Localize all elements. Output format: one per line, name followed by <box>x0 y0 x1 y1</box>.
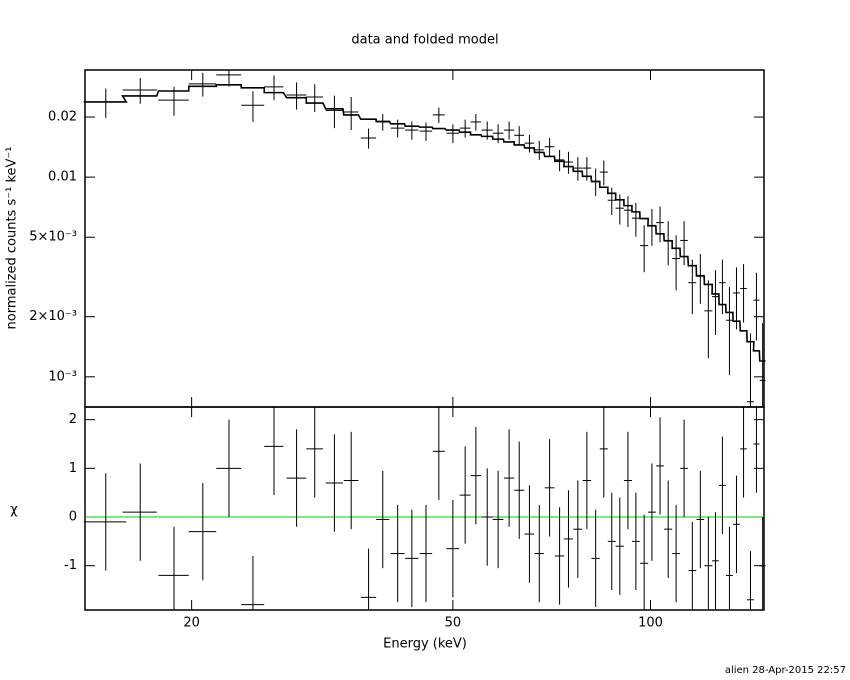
y-tick-label: 0 <box>69 510 77 525</box>
y-tick-label: 5×10⁻³ <box>29 230 77 245</box>
chart-title: data and folded model <box>351 33 498 48</box>
y-tick-label: 0.01 <box>48 170 77 185</box>
footer: alien 28-Apr-2015 22:57 <box>725 665 846 676</box>
y-tick-label: 10⁻³ <box>48 369 77 384</box>
y-tick-label: 2×10⁻³ <box>29 309 77 324</box>
plot-frame <box>84 69 765 408</box>
y-axis-label: normalized counts s⁻¹ keV⁻¹ <box>5 147 20 330</box>
x-tick-label: 100 <box>638 616 663 631</box>
y-axis-label: χ <box>10 503 18 518</box>
plot-frame <box>84 406 765 611</box>
y-tick-label: 1 <box>69 461 77 476</box>
x-axis-label: Energy (keV) <box>383 637 467 652</box>
y-tick-label: 0.02 <box>48 110 77 125</box>
model-step-line <box>83 84 766 362</box>
y-tick-label: -1 <box>64 558 77 573</box>
x-tick-label: 20 <box>183 616 200 631</box>
y-tick-label: 2 <box>69 412 77 427</box>
x-tick-label: 50 <box>445 616 462 631</box>
